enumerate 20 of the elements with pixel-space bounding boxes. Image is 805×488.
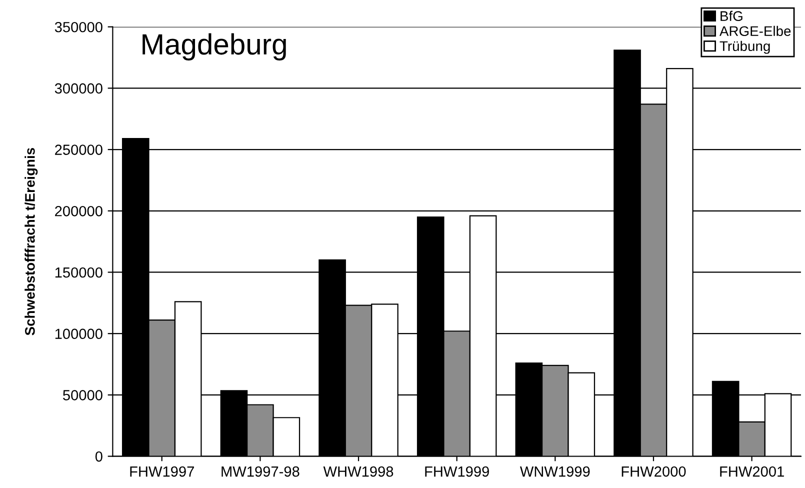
y-tick-label: 300000 bbox=[54, 83, 102, 94]
legend-label: ARGE-Elbe bbox=[719, 26, 791, 36]
x-tick-label: FHW2000 bbox=[622, 466, 686, 477]
y-axis-title: Schwebstofffracht t/Ereignis bbox=[24, 148, 38, 336]
y-tick-label: 0 bbox=[95, 451, 102, 462]
y-tick-label: 350000 bbox=[54, 22, 102, 32]
x-tick-label: FHW1997 bbox=[130, 466, 194, 477]
y-tick-label: 100000 bbox=[55, 328, 102, 340]
x-tick-label: FHW2001 bbox=[720, 466, 784, 477]
legend-label: Trübung bbox=[720, 40, 770, 54]
x-tick-label: WHW1998 bbox=[323, 466, 394, 477]
legend-label: BfG bbox=[720, 10, 742, 21]
y-tick-label: 150000 bbox=[55, 267, 102, 278]
x-tick-label: FHW1999 bbox=[425, 466, 489, 477]
chart-title: Magdeburg bbox=[142, 33, 286, 60]
y-tick-label: 250000 bbox=[55, 144, 102, 155]
y-tick-label: 50000 bbox=[63, 390, 102, 400]
x-tick-label: WNW1999 bbox=[520, 466, 590, 477]
y-tick-label: 200000 bbox=[55, 206, 102, 216]
x-tick-label: MW1997-98 bbox=[222, 466, 300, 477]
